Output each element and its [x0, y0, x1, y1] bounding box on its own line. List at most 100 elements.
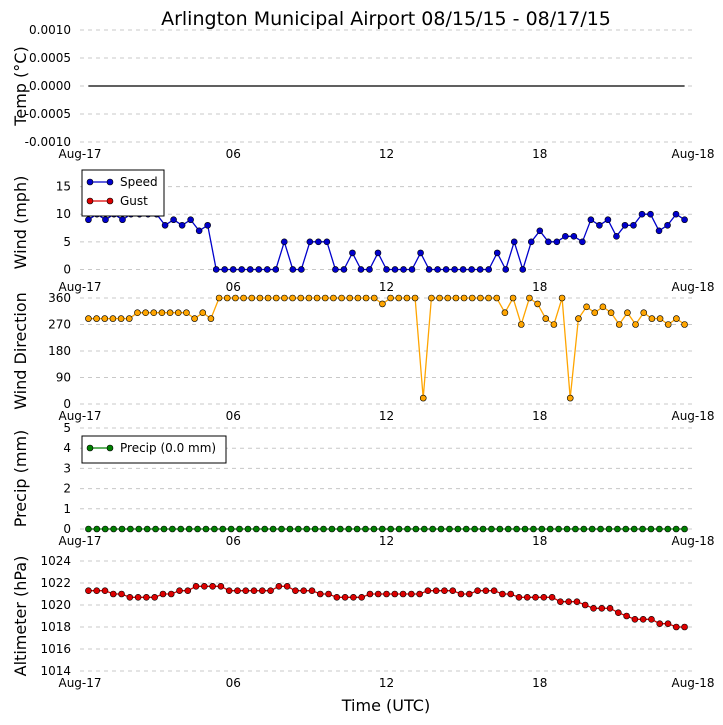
data-point	[383, 590, 390, 598]
data-point	[238, 266, 246, 273]
data-point	[161, 221, 169, 229]
x-tick-label: 18	[532, 676, 547, 690]
data-point	[583, 303, 590, 311]
data-point	[580, 525, 588, 533]
data-point	[588, 525, 596, 533]
data-point	[256, 294, 264, 302]
data-point	[118, 525, 126, 533]
data-point	[345, 525, 353, 533]
data-point	[289, 266, 297, 273]
data-point	[315, 238, 322, 246]
data-point	[425, 266, 433, 273]
data-point	[263, 266, 271, 273]
data-point	[570, 233, 578, 240]
data-point	[573, 598, 581, 606]
panel-precip: 5 4 3 2 1 0 Precip (mm) Aug-17 06 12 18 Aug-18 Preci…	[11, 421, 715, 548]
data-point	[681, 623, 688, 631]
data-point	[278, 525, 285, 533]
data-point	[204, 221, 211, 229]
x-tick-label: 18	[532, 534, 547, 548]
data-point	[246, 266, 254, 273]
data-point	[631, 615, 639, 623]
data-point	[587, 216, 595, 224]
data-point	[664, 221, 671, 229]
data-point	[236, 525, 243, 533]
x-tick-label: 06	[226, 147, 241, 161]
x-tick-label: 06	[226, 409, 241, 423]
data-point	[286, 525, 294, 533]
y-tick-label: 0.0000	[29, 79, 71, 93]
data-point	[395, 294, 403, 302]
x-tick-label: 06	[226, 280, 241, 294]
y-tick-label: 1020	[40, 598, 71, 612]
data-point	[615, 609, 622, 617]
data-point	[441, 587, 448, 595]
data-point	[125, 315, 133, 322]
data-point	[370, 525, 378, 533]
x-tick-label: Aug-18	[671, 409, 714, 423]
y-axis-label: Precip (mm)	[11, 430, 30, 528]
legend-wind: Speed Gust	[81, 169, 165, 217]
data-point	[225, 587, 233, 595]
data-point	[681, 216, 688, 224]
data-point	[117, 315, 125, 322]
panel-temp: 0.0010 0.0005 0.0000 -0.0005 -0.0010 Temp (°C…	[11, 23, 715, 161]
data-point	[395, 525, 403, 533]
data-point	[581, 601, 589, 609]
data-point	[638, 210, 646, 218]
data-point	[166, 309, 174, 317]
legend-marker	[86, 444, 94, 452]
data-point	[452, 294, 460, 302]
chart-title: Arlington Municipal Airport 08/15/15 - 0…	[161, 8, 611, 30]
data-point	[303, 525, 311, 533]
data-point	[527, 238, 535, 246]
x-tick-label: 06	[226, 676, 241, 690]
data-point	[432, 587, 440, 595]
data-point	[229, 266, 237, 273]
data-point	[630, 525, 638, 533]
data-point	[85, 587, 92, 595]
data-point	[215, 294, 223, 302]
data-point	[647, 525, 655, 533]
legend-box	[81, 169, 165, 217]
data-point	[647, 210, 654, 218]
data-point	[160, 525, 168, 533]
x-tick-label: 12	[379, 676, 394, 690]
data-point	[275, 582, 283, 590]
data-point	[321, 294, 329, 302]
data-point	[264, 294, 272, 302]
data-point	[648, 615, 655, 623]
data-point	[613, 233, 620, 240]
data-point	[656, 525, 663, 533]
legend-marker	[106, 178, 114, 186]
data-point	[468, 266, 475, 273]
x-tick-label: 18	[532, 280, 547, 294]
data-point	[185, 525, 193, 533]
data-point	[281, 294, 288, 302]
y-tick-label: 1024	[40, 554, 71, 568]
y-tick-label: 5	[63, 235, 71, 249]
data-point	[597, 525, 604, 533]
data-point	[110, 525, 117, 533]
data-point	[289, 294, 296, 302]
data-point	[358, 593, 365, 601]
data-point	[362, 525, 369, 533]
data-point	[295, 525, 302, 533]
data-point	[283, 582, 291, 590]
data-point	[337, 525, 344, 533]
data-point	[354, 294, 362, 302]
data-point	[488, 525, 495, 533]
data-point	[623, 612, 630, 620]
data-point	[437, 525, 445, 533]
data-point	[681, 321, 688, 328]
data-point	[681, 525, 688, 533]
panel-direction: 360 270 180 90 0 Wind Direction Aug-17 06 12 18 Au…	[11, 291, 715, 423]
data-point	[227, 525, 235, 533]
data-point	[479, 525, 487, 533]
data-point	[85, 216, 92, 224]
data-point	[383, 266, 390, 273]
data-point	[403, 294, 411, 302]
data-point	[639, 615, 647, 623]
data-point	[357, 266, 365, 273]
data-point	[640, 309, 648, 317]
